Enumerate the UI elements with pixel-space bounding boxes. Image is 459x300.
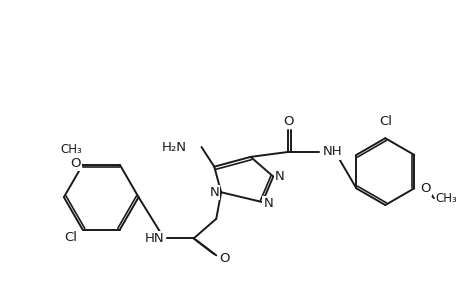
Text: N: N bbox=[263, 196, 273, 210]
Text: NH: NH bbox=[322, 146, 341, 158]
Text: methoxy: methoxy bbox=[62, 142, 68, 143]
Text: CH₃: CH₃ bbox=[60, 142, 81, 156]
Text: O: O bbox=[419, 182, 430, 195]
Text: N: N bbox=[209, 186, 219, 199]
Text: CH₃: CH₃ bbox=[435, 192, 457, 205]
Text: N: N bbox=[274, 170, 285, 183]
Text: Cl: Cl bbox=[65, 232, 78, 244]
Text: O: O bbox=[68, 150, 78, 163]
Text: Cl: Cl bbox=[378, 116, 391, 128]
Text: HN: HN bbox=[144, 232, 164, 245]
Text: H₂N: H₂N bbox=[162, 141, 186, 154]
Text: O: O bbox=[283, 115, 294, 128]
Text: O: O bbox=[219, 252, 229, 265]
Text: O: O bbox=[70, 158, 80, 170]
